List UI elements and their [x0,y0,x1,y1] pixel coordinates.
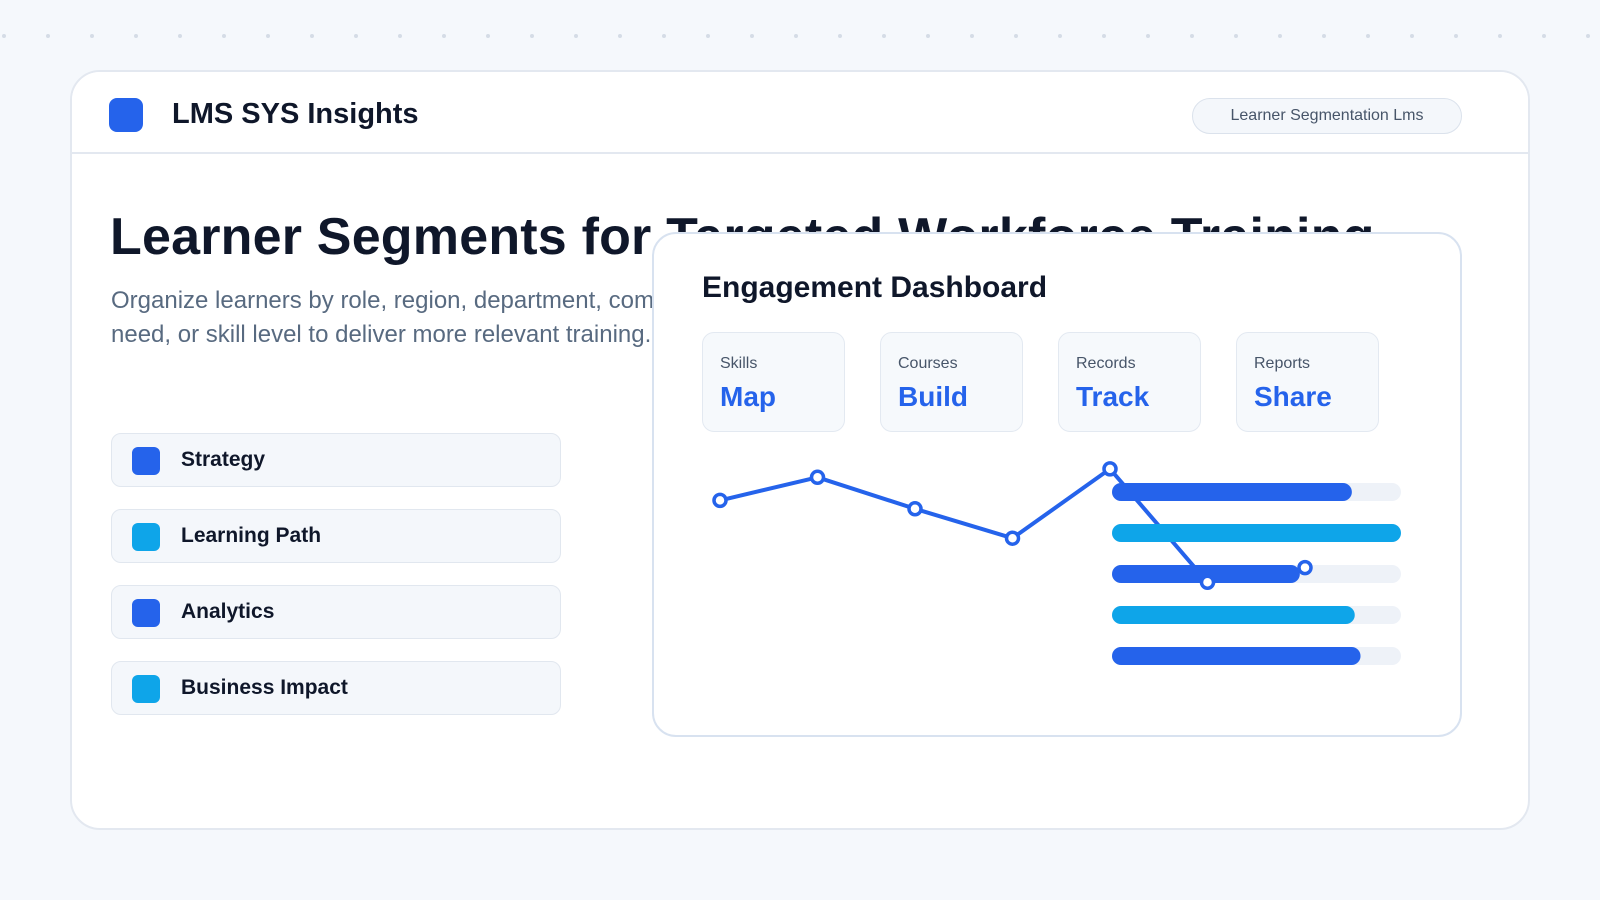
background-dot [1190,34,1194,38]
background-dot [1322,34,1326,38]
stat-key: Reports [1254,355,1311,372]
engagement-dashboard: Engagement Dashboard Skills Map Courses … [652,232,1462,737]
top-bar: LMS SYS Insights Learner Segmentation Lm… [72,72,1528,154]
background-dot [1058,34,1062,38]
line-point [712,492,728,509]
background-dot [178,34,182,38]
background-dot [310,34,314,38]
background-dot [1498,34,1502,38]
background-dot [1586,34,1590,38]
segment-tag[interactable]: Learner Segmentation Lms [1192,98,1462,134]
background-dot [1454,34,1458,38]
background-dot [706,34,710,38]
bar-fill [1112,524,1401,542]
feature-business-impact[interactable]: Business Impact [111,661,561,715]
brand-logo-icon [109,98,143,132]
background-dot [222,34,226,38]
background-dot [838,34,842,38]
background-dot [1410,34,1414,38]
background-dot [530,34,534,38]
feature-label: Learning Path [181,524,322,547]
background-dot [46,34,50,38]
feature-label: Analytics [181,600,275,623]
background-dot [90,34,94,38]
stat-value: Track [1076,381,1150,412]
stat-card-reports[interactable]: Reports Share [1236,332,1379,432]
stat-card-records[interactable]: Records Track [1058,332,1201,432]
background-dot [1366,34,1370,38]
stat-key: Records [1076,355,1136,372]
stat-value: Map [720,381,776,412]
feature-square-icon [132,599,160,627]
feature-label: Strategy [181,448,266,471]
stat-value: Share [1254,381,1332,412]
line-point [907,501,923,517]
background-dot [354,34,358,38]
bar-fill [1112,565,1300,583]
background-dot [882,34,886,38]
background-dot [1014,34,1018,38]
background-dot [1234,34,1238,38]
dot-pattern [0,34,1600,38]
stat-key: Courses [898,355,958,372]
line-point [809,469,826,486]
bar-fill [1112,647,1361,665]
background-dot [1146,34,1150,38]
background-dot [442,34,446,38]
background-dot [662,34,666,38]
bar-fill [1112,606,1355,624]
background-dot [266,34,270,38]
background-dot [1542,34,1546,38]
feature-strategy[interactable]: Strategy [111,433,561,487]
feature-square-icon [132,523,160,551]
background-dot [970,34,974,38]
background-dot [2,34,6,38]
feature-learning-path[interactable]: Learning Path [111,509,561,563]
feature-square-icon [132,447,160,475]
feature-analytics[interactable]: Analytics [111,585,561,639]
engagement-chart [712,461,1401,665]
stat-card-skills[interactable]: Skills Map [702,332,845,432]
background-dot [618,34,622,38]
background-dot [1278,34,1282,38]
line-point [1199,574,1216,591]
background-dot [794,34,798,38]
feature-square-icon [132,675,160,703]
main-card: LMS SYS Insights Learner Segmentation Lm… [70,70,1530,830]
page-description: Organize learners by role, region, depar… [111,287,730,348]
stat-card-courses[interactable]: Courses Build [880,332,1023,432]
feature-label: Business Impact [181,676,348,699]
background-dot [574,34,578,38]
background-dot [134,34,138,38]
dashboard-title: Engagement Dashboard [702,271,1048,304]
background-dot [750,34,754,38]
stat-value: Build [898,381,968,412]
stat-key: Skills [720,355,758,372]
line-point [1004,530,1021,546]
bar-fill [1112,483,1352,501]
line-point [1297,559,1313,576]
background-dot [486,34,490,38]
line-point [1102,461,1118,477]
background-dot [1102,34,1106,38]
background-dot [926,34,930,38]
brand-name: LMS SYS Insights [172,98,419,130]
background-dot [398,34,402,38]
